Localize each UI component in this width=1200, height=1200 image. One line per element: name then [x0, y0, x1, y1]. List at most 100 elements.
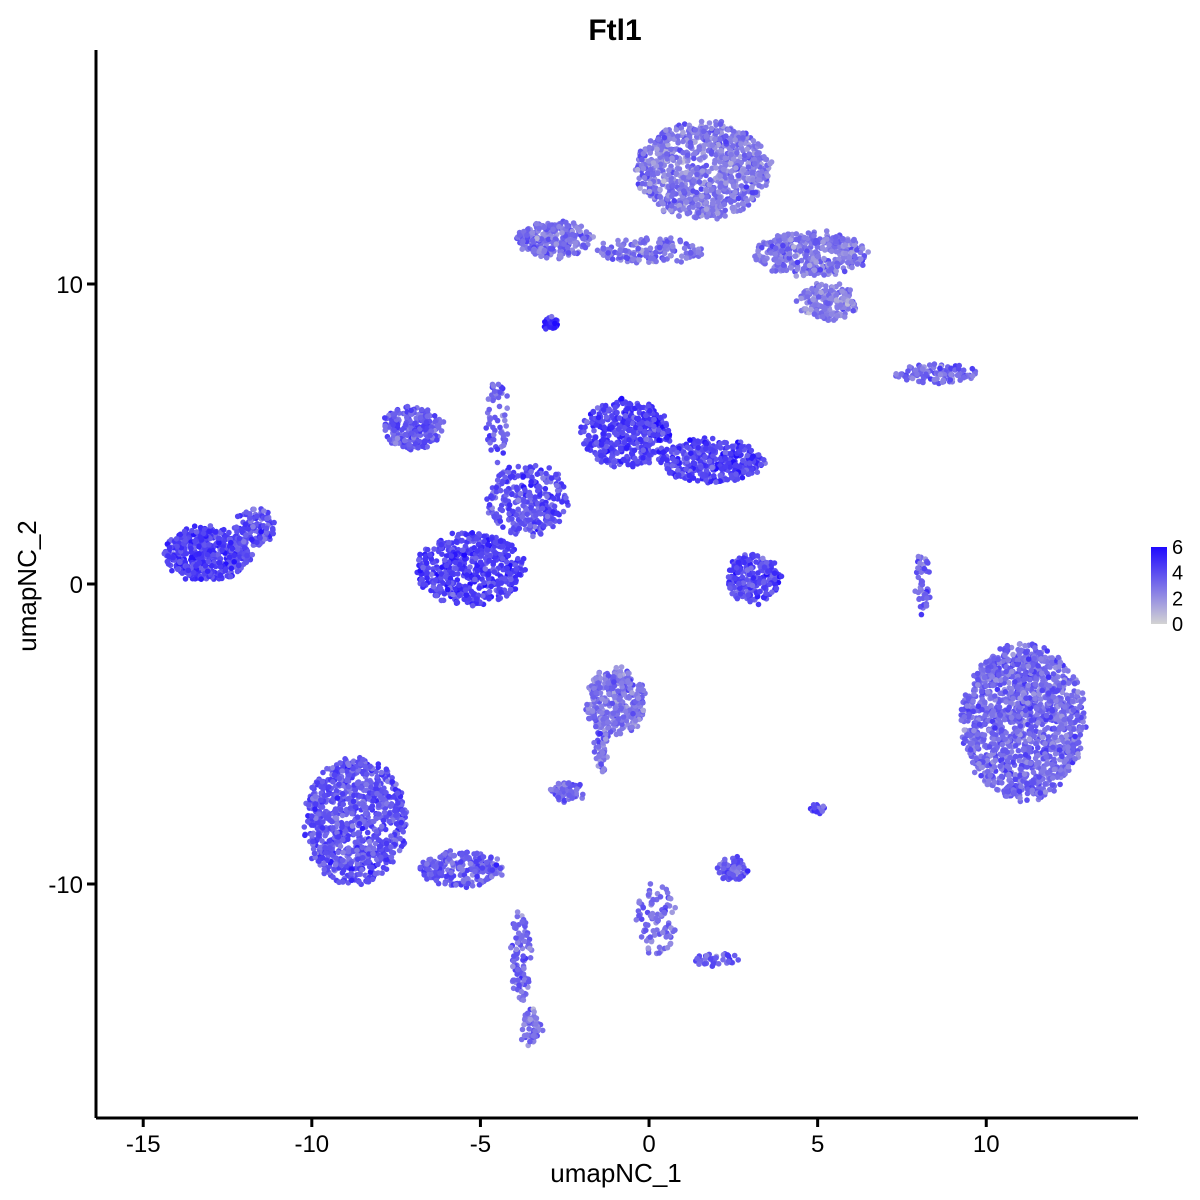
scatter-point: [640, 239, 647, 245]
scatter-point: [216, 559, 222, 566]
scatter-point: [427, 552, 433, 558]
scatter-point: [793, 298, 800, 304]
scatter-point: [737, 207, 744, 214]
scatter-point: [488, 583, 495, 590]
scatter-point: [854, 261, 861, 267]
scatter-point: [500, 442, 507, 449]
scatter-point: [701, 142, 708, 148]
scatter-point: [474, 535, 480, 542]
scatter-point: [898, 371, 904, 377]
scatter-point: [431, 413, 438, 419]
scatter-point: [923, 603, 930, 609]
scatter-point: [703, 194, 710, 200]
scatter-point: [732, 137, 738, 143]
scatter-point: [556, 252, 563, 259]
scatter-point: [504, 565, 511, 572]
scatter-point: [676, 202, 683, 209]
scatter-point: [823, 228, 830, 234]
scatter-point: [463, 592, 470, 598]
scatter-point: [553, 471, 559, 478]
scatter-point: [231, 552, 237, 559]
scatter-point: [673, 127, 680, 133]
scatter-point: [639, 156, 645, 163]
scatter-point: [660, 178, 667, 184]
scatter-point: [752, 253, 758, 260]
scatter-point: [800, 272, 807, 279]
scatter-point: [714, 210, 721, 216]
scatter-point: [819, 313, 826, 320]
scatter-point: [793, 231, 800, 237]
scatter-point: [709, 435, 716, 442]
scatter-point: [845, 259, 851, 266]
scatter-point: [164, 558, 171, 565]
scatter-point: [510, 473, 516, 480]
scatter-point: [780, 242, 786, 249]
scatter-point: [745, 164, 752, 170]
scatter-point: [552, 320, 558, 327]
scatter-point: [738, 183, 745, 189]
scatter-point: [614, 450, 620, 457]
scatter-point: [771, 560, 778, 566]
scatter-point: [641, 174, 648, 181]
scatter-point: [806, 262, 813, 269]
scatter-point: [599, 418, 606, 425]
scatter-point: [179, 570, 186, 576]
scatter-point: [456, 592, 463, 598]
scatter-point: [449, 530, 456, 537]
scatter-point: [660, 207, 667, 213]
scatter-point: [632, 239, 638, 245]
scatter-point: [703, 162, 710, 169]
scatter-point: [500, 524, 506, 530]
scatter-point: [193, 529, 200, 535]
scatter-point: [502, 412, 508, 418]
scatter-point: [488, 447, 494, 453]
cluster-top-arm-left: [514, 218, 596, 262]
scatter-point: [692, 460, 698, 467]
scatter-point: [477, 559, 484, 565]
scatter-point: [204, 568, 211, 574]
scatter-point: [657, 414, 664, 421]
scatter-point: [810, 296, 816, 303]
scatter-point: [469, 602, 476, 609]
scatter-point: [510, 508, 516, 515]
scatter-point: [602, 402, 609, 409]
scatter-point: [248, 536, 255, 543]
scatter-point: [849, 264, 855, 271]
scatter-point: [839, 288, 845, 295]
scatter-point: [960, 367, 967, 374]
scatter-point: [504, 431, 511, 437]
scatter-point: [386, 437, 393, 443]
scatter-point: [660, 449, 666, 456]
scatter-point: [674, 449, 680, 456]
scatter-point: [427, 432, 434, 439]
scatter-point: [730, 128, 737, 135]
scatter-point: [548, 313, 555, 320]
scatter-point: [609, 256, 616, 263]
scatter-point: [655, 427, 662, 433]
scatter-point: [522, 465, 529, 471]
scatter-point: [706, 120, 713, 126]
scatter-point: [661, 172, 668, 178]
scatter-point: [247, 511, 253, 517]
scatter-point: [640, 151, 647, 157]
scatter-point: [680, 205, 687, 212]
scatter-point: [712, 136, 718, 142]
scatter-point: [769, 589, 775, 595]
scatter-point: [416, 557, 422, 563]
scatter-point: [674, 133, 681, 139]
scatter-point: [814, 253, 821, 259]
scatter-point: [601, 424, 608, 431]
scatter-point: [833, 268, 839, 274]
scatter-point: [174, 543, 180, 550]
scatter-point: [473, 555, 479, 562]
scatter-point: [690, 455, 697, 461]
scatter-point: [693, 189, 700, 196]
scatter-point: [408, 430, 415, 437]
scatter-point: [595, 414, 602, 421]
scatter-point: [865, 249, 871, 255]
scatter-point: [826, 242, 832, 248]
scatter-point: [519, 514, 526, 520]
scatter-point: [650, 255, 656, 262]
scatter-point: [718, 147, 724, 154]
scatter-point: [231, 559, 237, 565]
